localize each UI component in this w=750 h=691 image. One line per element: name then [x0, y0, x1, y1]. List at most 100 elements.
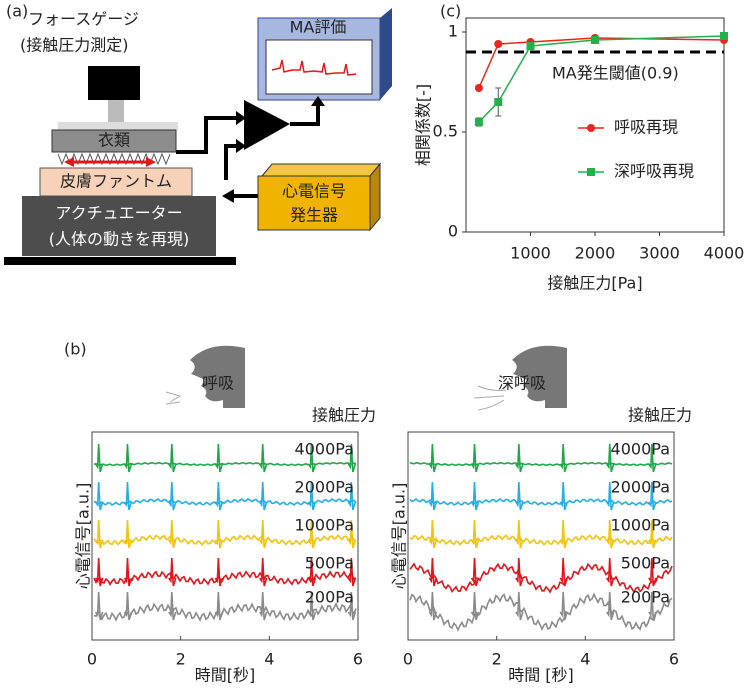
x-tick-label: 2000: [575, 244, 616, 263]
y-axis-label: 心電信号[a.u.]: [390, 483, 409, 590]
skin-phantom: [39, 167, 193, 197]
ecg-baseline: [409, 592, 673, 632]
r-peak: [347, 519, 357, 549]
r-peak: [347, 443, 357, 473]
ecg-baseline: [409, 497, 673, 507]
ecg-baseline: [409, 562, 673, 594]
r-peak: [559, 557, 568, 587]
diagram-label: 心電信号: [282, 182, 346, 201]
r-peak: [94, 519, 104, 549]
r-peak: [94, 557, 104, 587]
series-label: 200Pa: [621, 588, 670, 607]
generator-top: [260, 163, 382, 177]
diagram-label: (人体の動きを再現): [49, 230, 190, 249]
monitor-screen: [265, 39, 373, 95]
r-peak: [470, 591, 480, 621]
generator: [257, 175, 371, 231]
diagram-label: (接触圧力測定): [20, 36, 129, 55]
legend-title: 接触圧力: [628, 406, 692, 425]
r-peak: [168, 519, 177, 549]
series-label: 1000Pa: [295, 516, 354, 535]
marker: [591, 36, 599, 44]
x-tick-label: 6: [669, 650, 679, 669]
r-peak: [515, 591, 524, 621]
series-label: 200Pa: [305, 588, 354, 607]
diagram-label: フォースゲージ: [28, 10, 139, 29]
r-peak: [559, 443, 568, 473]
r-peak: [214, 591, 224, 621]
force-gauge: [88, 66, 140, 100]
ecg-baseline: [93, 497, 357, 507]
r-peak: [606, 591, 615, 621]
legend-title: 接触圧力: [312, 406, 376, 425]
diagram-label: 発生器: [290, 206, 338, 225]
x-tick-label: 2: [176, 650, 186, 669]
r-peak: [515, 481, 524, 511]
r-peak: [214, 557, 224, 587]
r-peak: [470, 519, 480, 549]
x-tick-label: 2: [492, 650, 502, 669]
r-peak: [123, 481, 133, 511]
r-peak: [214, 519, 224, 549]
diagram-label: 衣類: [98, 131, 130, 150]
r-peak: [94, 443, 104, 473]
r-peak: [515, 557, 524, 587]
x-tick-label: 3000: [639, 244, 680, 263]
series-label: 500Pa: [305, 554, 354, 573]
base: [4, 257, 236, 265]
ecg-baseline: [409, 461, 673, 467]
r-peak: [123, 519, 133, 549]
series-label: 2000Pa: [295, 478, 354, 497]
diagram-label: MA評価: [290, 18, 347, 37]
plot-frame: [465, 17, 725, 233]
diagram-label: 皮膚ファントム: [60, 172, 172, 191]
r-peak: [307, 591, 317, 621]
x-axis-label: 接触圧力[Pa]: [547, 274, 642, 293]
r-peak: [347, 481, 357, 511]
clothing: [51, 129, 177, 153]
r-peak: [515, 519, 524, 549]
r-peak: [606, 557, 615, 587]
series-label: 4000Pa: [295, 440, 354, 459]
r-peak: [123, 591, 133, 621]
marker: [494, 98, 503, 106]
panel-title: 深呼吸: [498, 374, 546, 393]
r-peak: [428, 481, 438, 511]
r-peak: [428, 519, 438, 549]
arrow-heads: [222, 96, 325, 203]
r-peak: [347, 591, 357, 621]
r-peak: [214, 443, 224, 473]
r-peak: [347, 557, 357, 587]
marker: [720, 32, 728, 40]
plot-frame: [407, 431, 675, 641]
r-peak: [606, 481, 615, 511]
marker: [526, 42, 535, 50]
ecg-baseline: [409, 534, 673, 546]
r-peak: [168, 443, 177, 473]
r-peak: [648, 591, 657, 621]
y-tick-label: 0.5: [433, 122, 458, 141]
x-tick-label: 4000: [704, 244, 745, 263]
x-tick-label: 6: [353, 650, 363, 669]
r-peak: [168, 557, 177, 587]
x-tick-label: 4: [264, 650, 274, 669]
ecg-baseline: [93, 534, 357, 547]
x-axis-label: 時間 [秒]: [508, 666, 574, 685]
x-tick-label: 1000: [510, 244, 551, 263]
gauge-plate: [58, 122, 178, 130]
head-icon: [190, 345, 567, 408]
r-peak: [470, 443, 480, 473]
x-axis-label: 時間[秒]: [195, 666, 256, 685]
x-tick-label: 0: [403, 650, 413, 669]
r-peak: [307, 443, 317, 473]
r-peak: [559, 591, 568, 621]
panel-label: (b): [64, 340, 87, 359]
r-peak: [428, 557, 438, 587]
r-peak: [259, 481, 268, 511]
r-peak: [648, 519, 657, 549]
r-peak: [307, 481, 317, 511]
gauge-stem: [108, 100, 124, 124]
r-peak: [168, 481, 177, 511]
panel-label: (a): [6, 2, 28, 21]
